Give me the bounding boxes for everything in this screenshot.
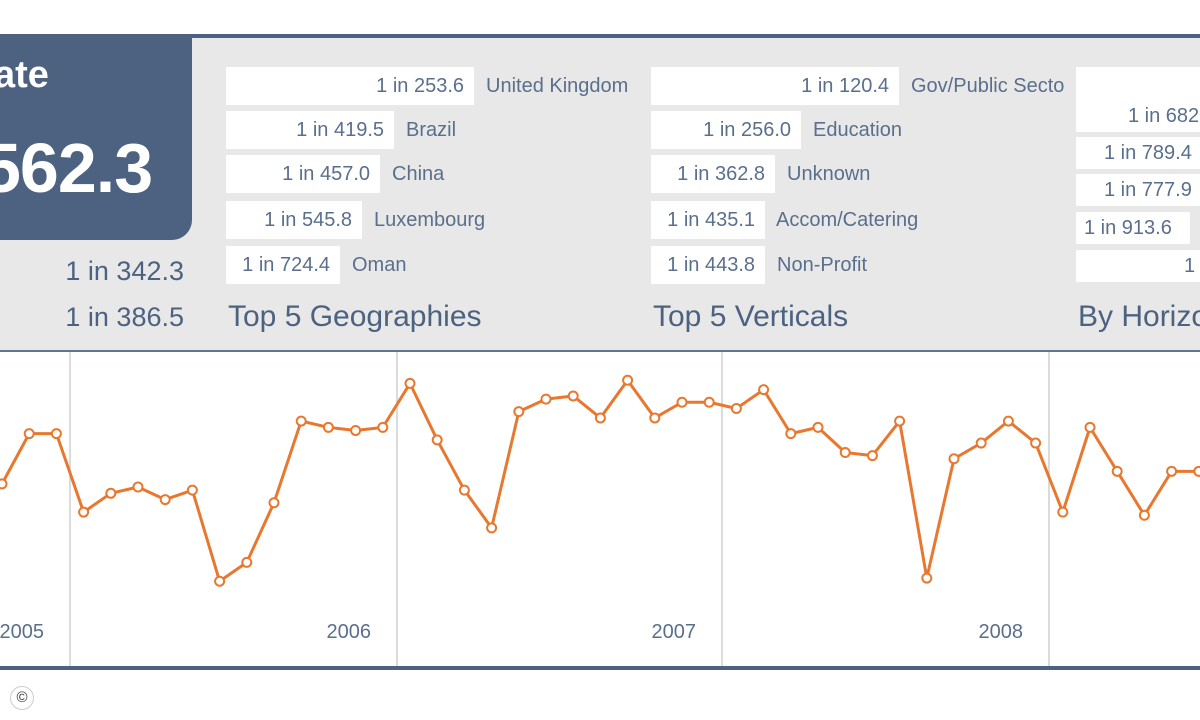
horizontal-value: 1 bbox=[1076, 250, 1200, 282]
vertical-value: 1 in 120.4 bbox=[651, 67, 899, 105]
data-point[interactable] bbox=[513, 406, 525, 418]
data-point[interactable] bbox=[948, 453, 960, 465]
data-point[interactable] bbox=[186, 484, 198, 496]
x-tick-label: 2007 bbox=[652, 621, 697, 643]
data-point[interactable] bbox=[350, 425, 362, 436]
data-point[interactable] bbox=[839, 446, 851, 458]
data-point[interactable] bbox=[785, 428, 797, 440]
geo-label: United Kingdom bbox=[486, 75, 629, 97]
data-point[interactable] bbox=[730, 403, 742, 415]
vertical-label: Gov/Public Secto bbox=[911, 75, 1065, 97]
horizontal-value bbox=[1076, 67, 1200, 105]
data-point[interactable] bbox=[1193, 465, 1200, 477]
data-point[interactable] bbox=[132, 481, 144, 493]
vertical-value: 1 in 443.8 bbox=[651, 246, 765, 284]
data-point[interactable] bbox=[894, 415, 906, 427]
data-point[interactable] bbox=[1166, 465, 1178, 477]
geo-label: Luxembourg bbox=[374, 209, 486, 231]
rate-value: 562.3 bbox=[0, 129, 153, 207]
sub-rate-2: 1 in 386.5 bbox=[65, 302, 184, 332]
data-point[interactable] bbox=[105, 487, 117, 499]
data-point[interactable] bbox=[812, 421, 824, 433]
geo-label: Brazil bbox=[406, 119, 457, 141]
geo-label: China bbox=[392, 163, 445, 185]
data-point[interactable] bbox=[159, 494, 171, 506]
data-point[interactable] bbox=[649, 412, 661, 424]
x-tick-label: 2005 bbox=[0, 621, 44, 643]
data-point[interactable] bbox=[404, 377, 416, 389]
data-point[interactable] bbox=[703, 396, 715, 408]
data-point[interactable] bbox=[241, 556, 253, 568]
data-point[interactable] bbox=[1111, 465, 1123, 477]
vertical-value: 1 in 435.1 bbox=[651, 201, 765, 239]
rate-label: ate bbox=[0, 54, 49, 96]
summary-panel bbox=[0, 38, 1200, 352]
vertical-value: 1 in 256.0 bbox=[651, 111, 801, 149]
vertical-label: Non-Profit bbox=[777, 254, 868, 276]
data-point[interactable] bbox=[540, 393, 552, 405]
data-point[interactable] bbox=[921, 572, 933, 584]
data-point[interactable] bbox=[1057, 506, 1069, 518]
data-point[interactable] bbox=[377, 421, 389, 433]
vertical-label: Education bbox=[813, 119, 902, 141]
data-point[interactable] bbox=[23, 428, 35, 440]
geo-label: Oman bbox=[352, 254, 407, 276]
geo-value: 1 in 724.4 bbox=[226, 246, 340, 284]
horizontal-value: 1 in 789.4 bbox=[1076, 137, 1200, 169]
data-point[interactable] bbox=[486, 522, 498, 534]
data-point[interactable] bbox=[975, 437, 987, 449]
data-point[interactable] bbox=[1030, 437, 1042, 449]
x-tick-label: 2006 bbox=[327, 621, 372, 643]
data-point[interactable] bbox=[322, 421, 334, 433]
data-point[interactable] bbox=[594, 412, 606, 424]
overall-rate-card: ate 562.3 bbox=[0, 38, 192, 240]
horizontal-value: 1 in 777.9 bbox=[1076, 174, 1200, 206]
horizontals-section: 1 in 682 1 in 789.4 1 in 777.9 1 in 913.… bbox=[1076, 0, 1200, 350]
verticals-title: Top 5 Verticals bbox=[653, 300, 849, 333]
data-point[interactable] bbox=[1138, 509, 1150, 521]
data-point[interactable] bbox=[1084, 421, 1096, 433]
data-point[interactable] bbox=[866, 450, 878, 462]
data-point[interactable] bbox=[0, 478, 8, 490]
horizontals-title: By Horizo bbox=[1078, 300, 1200, 333]
horizontal-value: 1 in 913.6 bbox=[1076, 212, 1190, 244]
geo-value: 1 in 419.5 bbox=[226, 111, 394, 149]
series-line bbox=[0, 378, 1200, 583]
geo-value: 1 in 457.0 bbox=[226, 155, 380, 193]
data-point[interactable] bbox=[295, 415, 307, 427]
data-point[interactable] bbox=[268, 497, 280, 509]
sub-rate-1: 1 in 342.3 bbox=[65, 256, 184, 286]
data-point[interactable] bbox=[78, 506, 90, 518]
data-point[interactable] bbox=[622, 374, 634, 386]
geographies-title: Top 5 Geographies bbox=[228, 300, 482, 333]
x-tick-label: 2008 bbox=[979, 621, 1024, 643]
data-point[interactable] bbox=[758, 384, 770, 396]
horizontal-value: 1 in 682 bbox=[1076, 100, 1200, 132]
rate-trend-chart: 2005 2006 2007 2008 bbox=[0, 352, 1200, 666]
data-point[interactable] bbox=[676, 396, 688, 408]
copyright-icon: © bbox=[10, 686, 34, 710]
data-point[interactable] bbox=[458, 484, 470, 496]
data-point[interactable] bbox=[431, 434, 443, 446]
data-point[interactable] bbox=[214, 575, 226, 587]
vertical-label: Unknown bbox=[787, 163, 871, 185]
vertical-value: 1 in 362.8 bbox=[651, 155, 775, 193]
geo-value: 1 in 545.8 bbox=[226, 201, 362, 239]
data-point[interactable] bbox=[567, 390, 579, 402]
vertical-label: Accom/Catering bbox=[776, 209, 919, 231]
geo-value: 1 in 253.6 bbox=[226, 67, 474, 105]
data-point[interactable] bbox=[1002, 415, 1014, 427]
data-point[interactable] bbox=[50, 428, 62, 440]
